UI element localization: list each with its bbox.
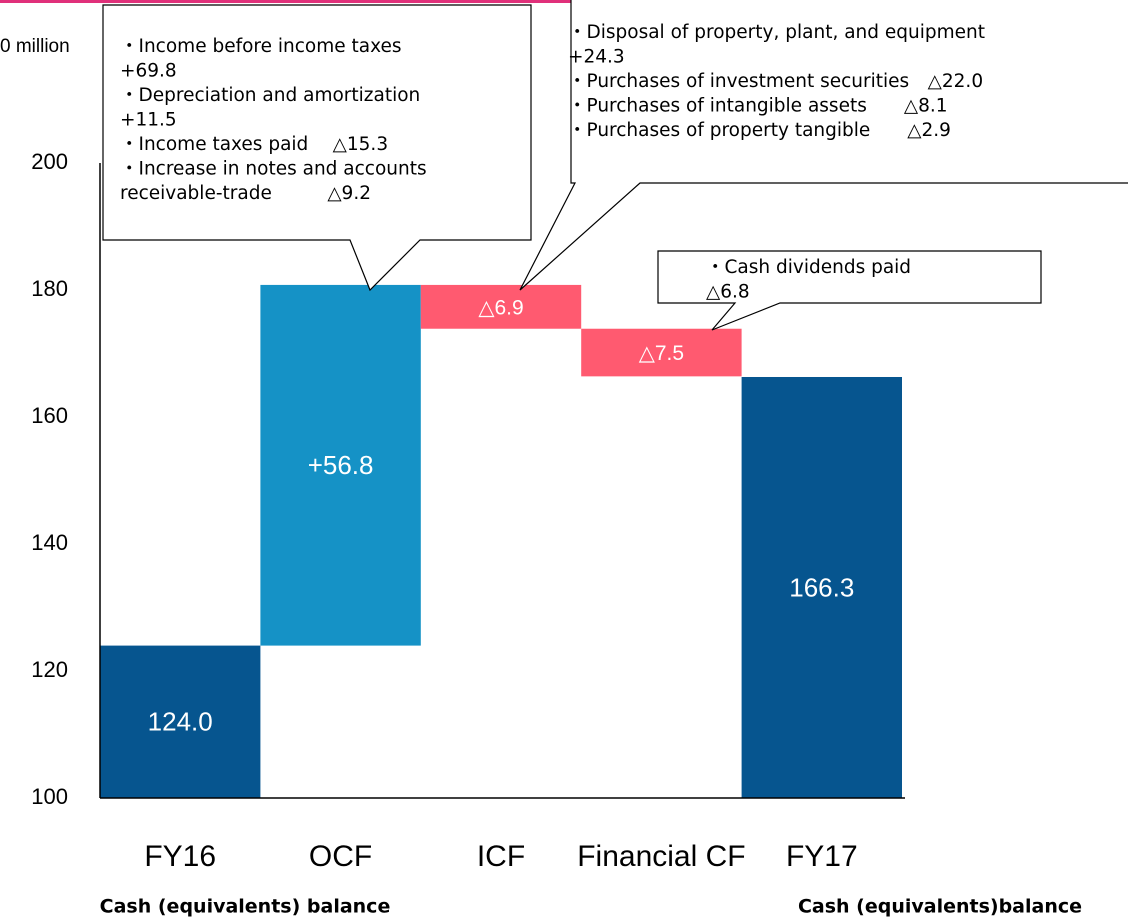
callout (657, 250, 1042, 331)
y-tick-label: 180 (31, 276, 68, 301)
callout (102, 4, 532, 292)
x-tick-label: FY16 (144, 840, 216, 873)
annotation-line: ・Purchases of property tangible △2.9 (568, 120, 951, 141)
annotation-line: ・Depreciation and amortization (120, 85, 420, 106)
annotation-line: receivable-trade △9.2 (120, 183, 371, 204)
value-label: △6.9 (478, 296, 523, 319)
y-tick-label: 100 (31, 784, 68, 809)
annotation-line: +69.8 (120, 61, 177, 82)
value-label: 166.3 (789, 572, 854, 602)
annotation-line: ・Income taxes paid △15.3 (120, 134, 388, 155)
y-axis-label: 0 million (0, 36, 70, 57)
annotation-line: ・Disposal of property, plant, and equipm… (568, 22, 985, 43)
y-tick-label: 140 (31, 530, 68, 555)
y-tick-label: 120 (31, 657, 68, 682)
bar (420, 284, 582, 329)
sub-label: Cash (equivalents) balance (100, 896, 391, 918)
x-tick-label: Financial CF (577, 840, 745, 873)
value-label: +56.8 (308, 450, 374, 480)
x-tick-label: OCF (309, 840, 372, 873)
annotation-line: ・Purchases of intangible assets △8.1 (568, 96, 948, 117)
bar (100, 645, 261, 798)
x-tick-label: ICF (477, 840, 525, 873)
x-tick-label: FY17 (786, 840, 858, 873)
annotation-line: ・Increase in notes and accounts (120, 159, 427, 180)
annotation-line: ・Cash dividends paid (706, 257, 911, 278)
sub-label: Cash (equivalents)balance (798, 896, 1082, 918)
callout (519, 0, 1128, 291)
value-label: 124.0 (148, 707, 213, 737)
annotation-line: +24.3 (568, 47, 625, 68)
bar (741, 376, 902, 798)
value-label: △7.5 (639, 342, 684, 365)
top-border (0, 0, 1128, 3)
annotation-line: ・Purchases of investment securities △22.… (568, 71, 983, 92)
bar (260, 284, 421, 646)
y-tick-label: 200 (31, 149, 68, 174)
annotation-line: +11.5 (120, 110, 177, 131)
annotation-line: ・Income before income taxes (120, 36, 402, 57)
annotation-line: △6.8 (706, 282, 750, 303)
bar (581, 328, 742, 377)
y-tick-label: 160 (31, 403, 68, 428)
